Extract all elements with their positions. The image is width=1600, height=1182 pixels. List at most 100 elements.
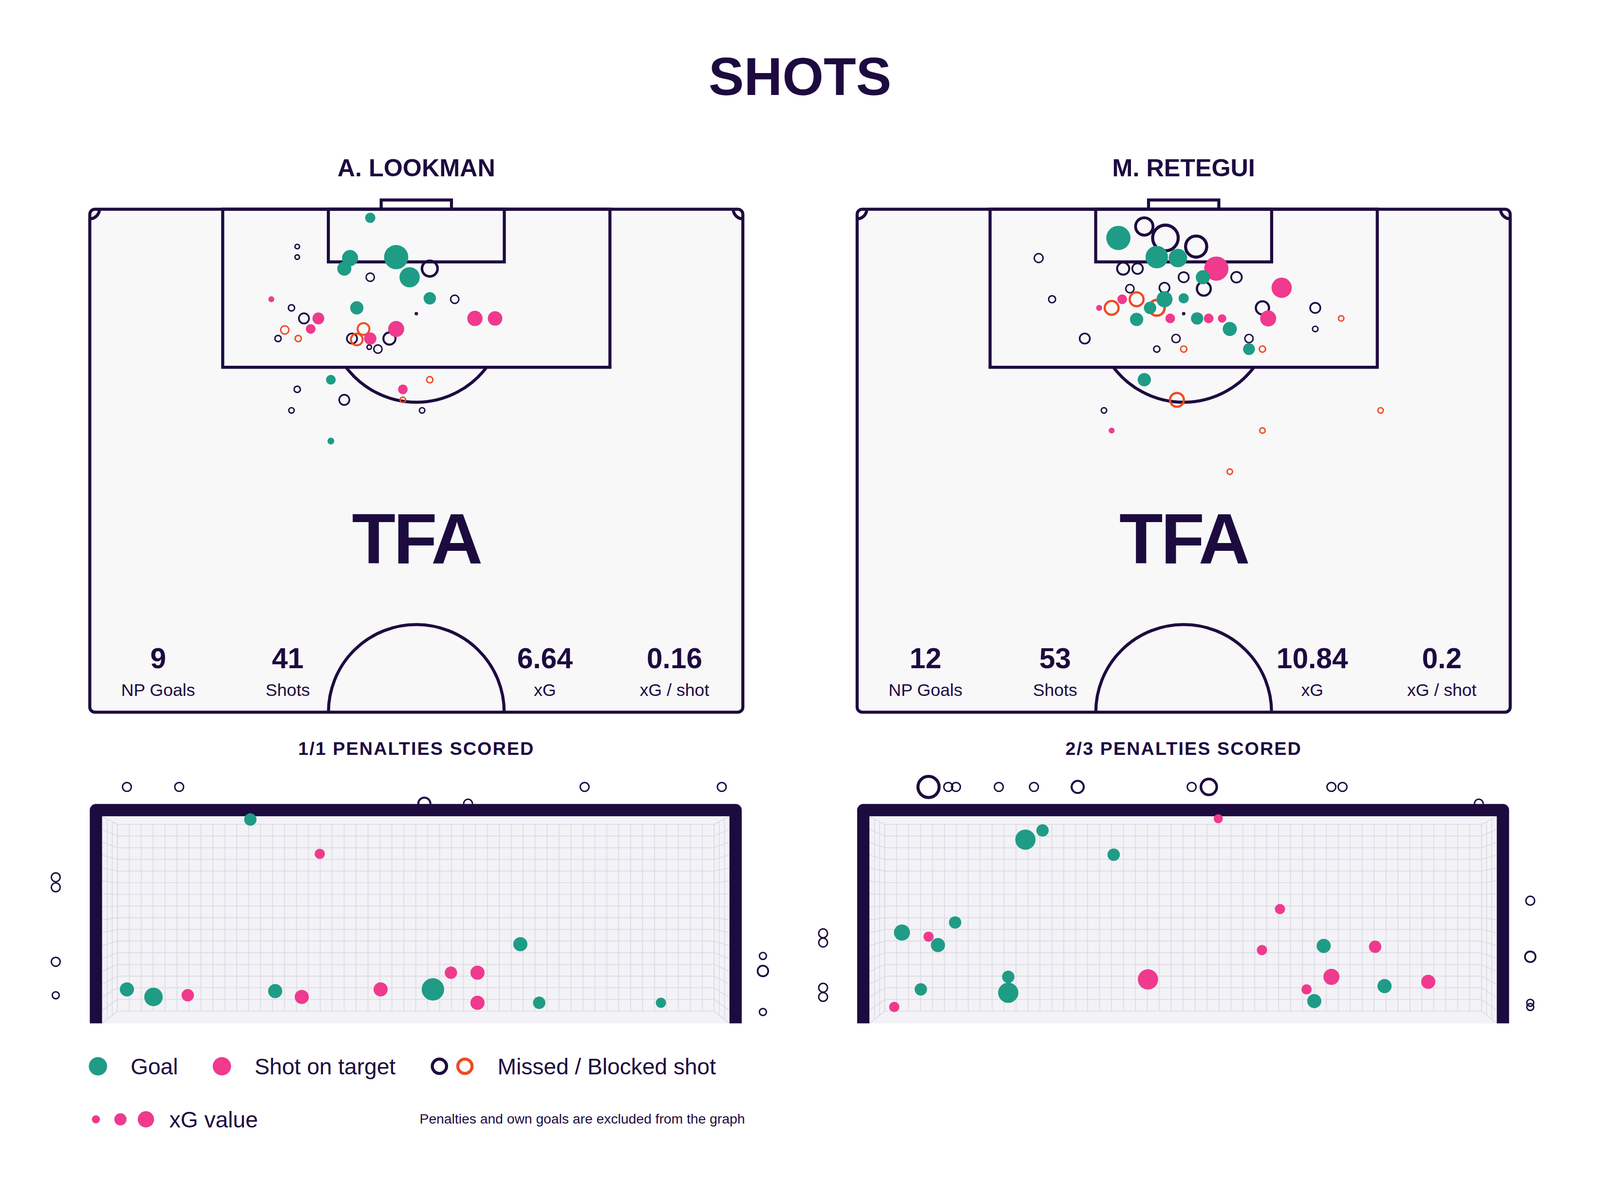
net-line xyxy=(102,999,118,1011)
shot xyxy=(1029,782,1039,792)
shot xyxy=(1525,896,1535,905)
net-line xyxy=(1491,819,1493,1020)
goal-frame xyxy=(863,809,1503,1024)
shot xyxy=(1421,975,1436,990)
shot xyxy=(421,260,438,277)
shot xyxy=(419,407,425,414)
shot xyxy=(122,782,132,792)
net-line xyxy=(869,881,885,884)
net-line xyxy=(714,829,730,837)
net-line xyxy=(102,952,118,959)
shot xyxy=(467,310,483,326)
shot xyxy=(51,957,60,967)
net-line xyxy=(117,929,715,931)
canvas: SHOTSA. LOOKMANTFA9NP Goals41Shots6.64xG… xyxy=(0,0,1600,1182)
net-line xyxy=(1481,893,1497,895)
shot xyxy=(1217,314,1226,323)
shot xyxy=(1106,225,1131,251)
net-line xyxy=(874,819,876,1020)
shot xyxy=(421,978,445,1001)
shot xyxy=(294,989,309,1004)
shot xyxy=(1201,778,1218,795)
size-legend: xG value xyxy=(92,1107,259,1133)
shot xyxy=(337,261,352,276)
shot xyxy=(1108,427,1115,434)
shot xyxy=(1326,782,1336,792)
net-line xyxy=(102,976,118,985)
shot xyxy=(759,1008,767,1016)
shot xyxy=(1107,848,1120,861)
net-line xyxy=(869,855,885,860)
net-line xyxy=(102,855,118,860)
shot xyxy=(450,295,459,304)
stat-value: 6.64 xyxy=(517,642,574,675)
net-line xyxy=(869,976,885,985)
shot xyxy=(1369,940,1382,953)
shot xyxy=(314,848,325,860)
net-line xyxy=(117,905,715,907)
shot xyxy=(1096,304,1103,311)
net-line xyxy=(714,952,730,959)
net-line xyxy=(884,964,1482,966)
stat-label: Shots xyxy=(1033,680,1078,700)
penalty-box xyxy=(222,209,610,368)
shot xyxy=(1156,291,1173,308)
shot xyxy=(923,931,934,942)
net-line xyxy=(884,905,1482,907)
net-line xyxy=(117,987,715,989)
net-line xyxy=(714,976,730,985)
net-line xyxy=(102,842,118,848)
shot xyxy=(1125,284,1134,293)
net-line xyxy=(1481,881,1497,884)
placements xyxy=(818,776,1536,1013)
shot xyxy=(717,782,727,792)
net-line xyxy=(884,952,1482,954)
shot xyxy=(288,304,295,312)
net-line xyxy=(884,987,1482,989)
shot xyxy=(1036,824,1049,837)
net-line xyxy=(714,855,730,860)
shot xyxy=(274,335,282,342)
shot xyxy=(1117,294,1128,305)
shot xyxy=(1178,293,1189,304)
stat-label: NP Goals xyxy=(121,680,196,700)
net-line xyxy=(102,893,118,895)
shot xyxy=(363,332,377,345)
size-marker xyxy=(137,1111,155,1129)
net-line xyxy=(117,847,715,849)
shot xyxy=(759,952,767,960)
shot xyxy=(1137,969,1159,990)
net-line xyxy=(117,975,715,977)
shot xyxy=(818,928,828,938)
legend-label: Missed / Blocked shot xyxy=(497,1054,716,1080)
net-line xyxy=(117,1010,715,1012)
shot xyxy=(51,883,60,892)
shot xyxy=(1222,321,1237,337)
net-line xyxy=(714,881,730,884)
stat-value: 10.84 xyxy=(1276,642,1349,675)
net-line xyxy=(117,964,715,966)
shot xyxy=(1145,245,1168,269)
shot xyxy=(365,212,376,224)
stat-value: 53 xyxy=(1039,642,1072,675)
shot xyxy=(1144,301,1157,314)
legend: GoalShot on targetMissed / Blocked shot xyxy=(88,1054,716,1080)
stat-label: xG / shot xyxy=(1407,680,1477,700)
shot xyxy=(1034,253,1043,263)
goal-frame xyxy=(95,809,736,1024)
size-marker xyxy=(92,1115,101,1124)
legend-marker xyxy=(212,1057,232,1076)
shot xyxy=(513,937,528,952)
shot xyxy=(383,244,409,270)
centre-circle xyxy=(328,624,505,713)
corner-arc xyxy=(733,209,743,220)
shot xyxy=(388,320,405,338)
net-line xyxy=(884,824,1482,826)
net-line xyxy=(714,842,730,848)
net-line xyxy=(1481,929,1497,933)
shot xyxy=(1135,217,1153,236)
size-marker xyxy=(114,1113,127,1126)
shot xyxy=(893,924,910,941)
shot xyxy=(997,982,1019,1004)
net-line xyxy=(884,824,886,1012)
